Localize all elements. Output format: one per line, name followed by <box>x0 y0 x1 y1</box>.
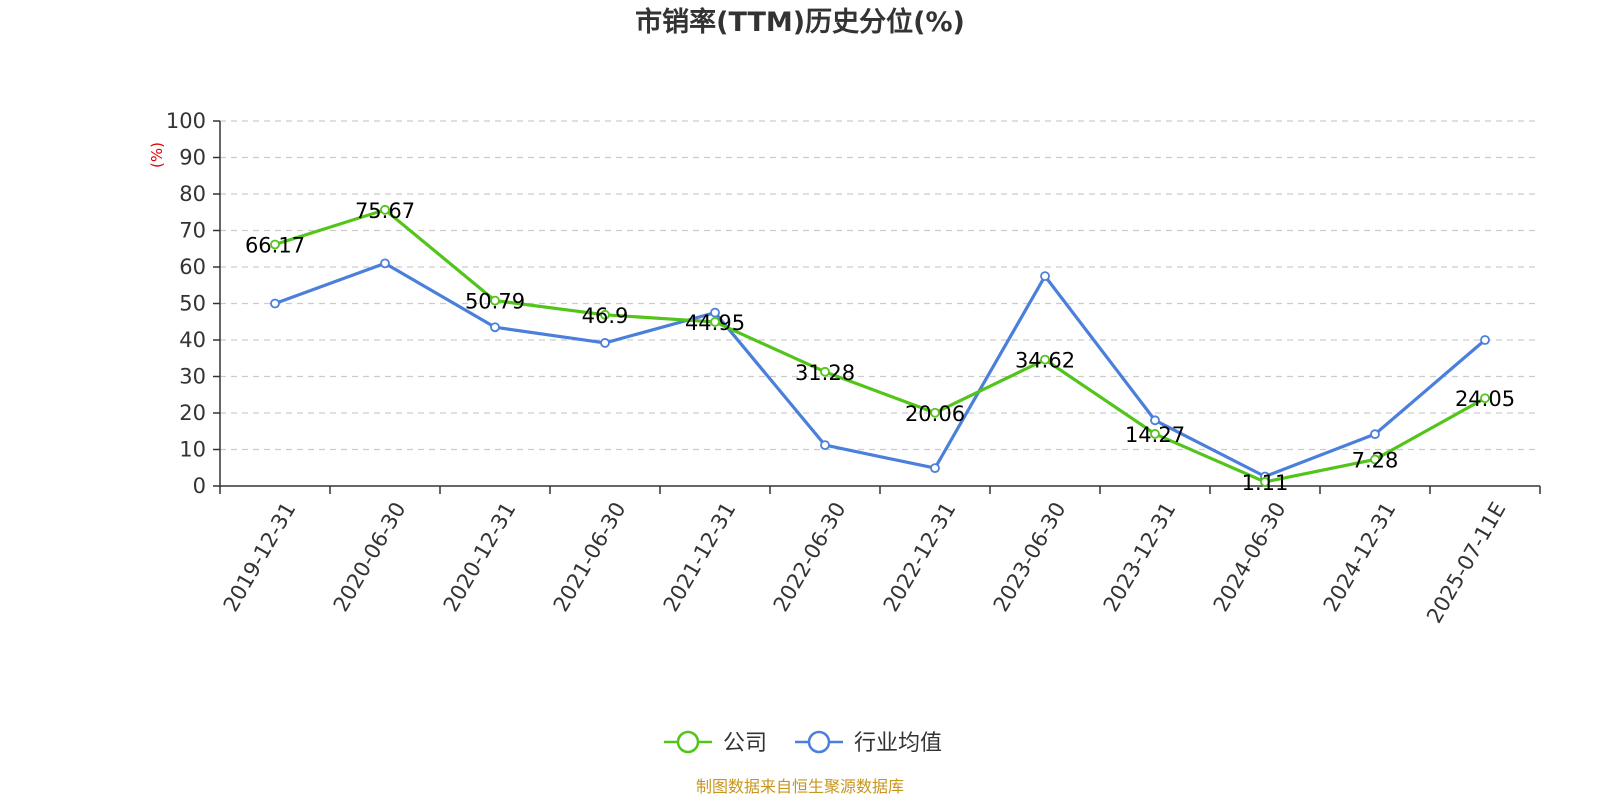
point-company-2019-12-31[interactable] <box>270 239 280 250</box>
y-tick-label-90: 90 <box>179 146 206 170</box>
y-tick-label-60: 60 <box>179 255 206 279</box>
legend-item-industry-average[interactable]: 行业均值 <box>795 730 942 756</box>
point-industry-average-2025-07-11E[interactable] <box>1480 335 1490 345</box>
source-note: 制图数据来自恒生聚源数据库 <box>696 777 904 796</box>
x-tick-labels: 2019-12-31 2020-06-30 2020-12-31 2021-06-30… <box>219 498 1511 627</box>
x-tick-label-2023-06-30: 2023-06-30 <box>989 498 1071 616</box>
data-label-2019-12-31: 66.17 <box>245 233 305 257</box>
y-tick-label-100: 100 <box>166 109 206 133</box>
data-label-2025-07-11E: 24.05 <box>1455 387 1515 411</box>
point-company-2022-06-30[interactable] <box>820 366 830 377</box>
legend-marker-company <box>676 730 700 754</box>
legend-marker-industry-average <box>807 730 831 754</box>
x-tick-label-2024-12-31: 2024-12-31 <box>1319 498 1401 616</box>
y-tick-label-30: 30 <box>179 365 206 389</box>
point-industry-average-2022-06-30[interactable] <box>820 440 830 451</box>
x-tick-label-2021-06-30: 2021-06-30 <box>549 498 631 616</box>
point-industry-average-2023-12-31[interactable] <box>1150 415 1160 426</box>
point-industry-average-2021-06-30[interactable] <box>600 338 610 348</box>
series-line-industry-average <box>274 261 1487 479</box>
point-company-2023-06-30[interactable] <box>1040 354 1050 365</box>
axes <box>213 120 1541 494</box>
y-axis-label: (%) <box>148 142 166 168</box>
point-industry-average-2021-12-31[interactable] <box>710 307 720 318</box>
x-tick-label-2020-12-31: 2020-12-31 <box>439 498 521 616</box>
y-tick-labels: 0 10 20 30 40 50 60 70 80 90 100 <box>166 109 206 498</box>
point-industry-average-2020-12-31[interactable] <box>490 322 500 333</box>
series-industry-average <box>270 258 1490 482</box>
chart-title: 市销率(TTM)历史分位(%) <box>635 6 965 38</box>
point-industry-average-2019-12-31[interactable] <box>270 298 280 309</box>
legend-item-company[interactable]: 公司 <box>664 730 767 756</box>
y-tick-label-70: 70 <box>179 219 206 243</box>
x-tick-label-2024-06-30: 2024-06-30 <box>1209 498 1291 616</box>
x-tick-label-2022-06-30: 2022-06-30 <box>769 498 851 616</box>
point-company-2024-12-31[interactable] <box>1370 454 1380 465</box>
point-company-2024-06-30[interactable] <box>1260 477 1270 487</box>
x-tick-label-2021-12-31: 2021-12-31 <box>659 498 741 616</box>
x-tick-label-2019-12-31: 2019-12-31 <box>219 498 301 616</box>
legend-label-company: 公司 <box>723 731 767 756</box>
point-industry-average-2020-06-30[interactable] <box>380 258 390 269</box>
data-label-2022-06-30: 31.28 <box>795 361 855 385</box>
data-label-2024-06-30: 1.11 <box>1242 471 1289 495</box>
x-tick-label-2022-12-31: 2022-12-31 <box>879 498 961 616</box>
grid-lines <box>220 120 1540 451</box>
series-company <box>270 204 1490 487</box>
point-company-2021-12-31[interactable] <box>710 317 720 327</box>
point-industry-average-2024-12-31[interactable] <box>1370 429 1380 440</box>
point-industry-average-2022-12-31[interactable] <box>930 463 940 474</box>
legend-label-industry-average: 行业均值 <box>854 731 942 756</box>
x-tick-label-2023-12-31: 2023-12-31 <box>1099 498 1181 616</box>
y-tick-label-20: 20 <box>179 401 206 425</box>
point-company-2020-12-31[interactable] <box>490 295 500 306</box>
point-company-2021-06-30[interactable] <box>600 309 610 320</box>
point-company-2020-06-30[interactable] <box>380 204 390 215</box>
data-labels: 66.17 75.67 50.79 46.9 44.95 31.28 20.06 34.62 1… <box>245 199 1515 495</box>
point-company-2022-12-31[interactable] <box>930 407 940 418</box>
data-label-2020-12-31: 50.79 <box>465 290 525 314</box>
data-label-2021-12-31: 44.95 <box>685 311 745 335</box>
y-tick-label-0: 0 <box>193 474 206 498</box>
point-company-2025-07-11E[interactable] <box>1480 393 1490 404</box>
data-label-2021-06-30: 46.9 <box>582 304 629 328</box>
y-tick-label-10: 10 <box>179 438 206 462</box>
y-tick-label-50: 50 <box>179 292 206 316</box>
point-company-2023-12-31[interactable] <box>1150 429 1160 439</box>
legend: 公司 行业均值 <box>664 730 942 756</box>
point-industry-average-2023-06-30[interactable] <box>1040 271 1050 282</box>
series-line-company <box>274 208 1486 484</box>
data-label-2024-12-31: 7.28 <box>1352 448 1399 472</box>
y-tick-label-80: 80 <box>179 182 206 206</box>
y-tick-label-40: 40 <box>179 328 206 352</box>
x-tick-label-2025-07-11E: 2025-07-11E <box>1422 498 1510 627</box>
data-label-2023-06-30: 34.62 <box>1015 349 1075 373</box>
series-lines <box>270 204 1490 487</box>
data-label-2020-06-30: 75.67 <box>355 199 415 223</box>
data-label-2023-12-31: 14.27 <box>1125 423 1185 447</box>
data-label-2022-12-31: 20.06 <box>905 402 965 426</box>
x-tick-label-2020-06-30: 2020-06-30 <box>329 498 411 616</box>
